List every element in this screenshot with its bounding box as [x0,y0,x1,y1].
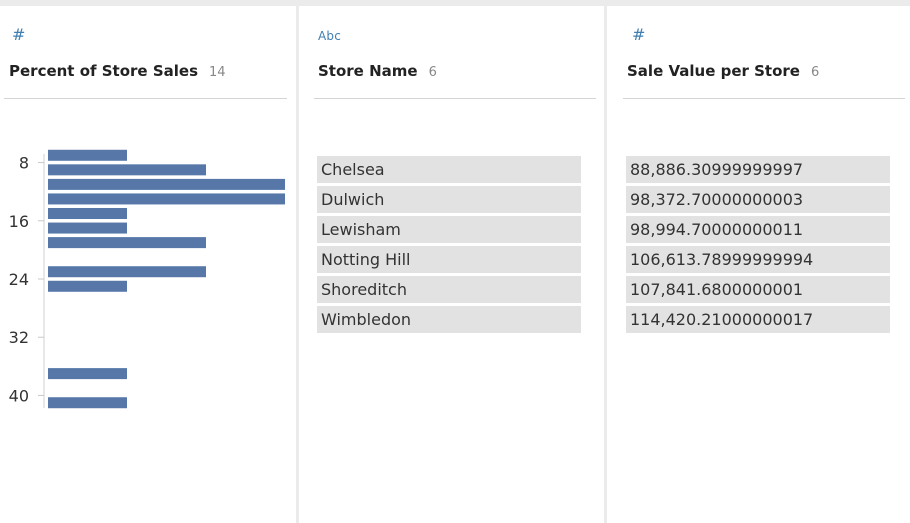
histogram-bar[interactable] [48,193,285,205]
value-row[interactable]: Wimbledon [317,306,581,333]
histogram-bar[interactable] [48,222,127,234]
field-header[interactable]: Store Name 6 [318,62,437,80]
number-type-icon: # [632,25,646,44]
y-tick-label: 16 [9,212,29,231]
y-tick-label: 8 [19,154,29,173]
string-type-icon: Abc [318,29,342,43]
histogram-bar[interactable] [48,397,127,409]
field-name[interactable]: Sale Value per Store [627,62,800,80]
header-divider [314,98,596,99]
value-row[interactable]: Shoreditch [317,276,581,303]
value-row[interactable]: Notting Hill [317,246,581,273]
field-card-sale-value-per-store[interactable]: # Sale Value per Store 6 88,886.30999999… [607,6,910,523]
histogram-bar[interactable] [48,208,127,219]
field-card-store-name[interactable]: Abc Store Name 6 Chelsea Dulwich Lewisha… [299,6,604,523]
histogram-bar[interactable] [48,368,127,380]
histogram-bar[interactable] [48,280,127,292]
histogram-bar[interactable] [48,164,206,176]
value-row[interactable]: 88,886.30999999997 [626,156,890,183]
histogram-chart: 8 16 24 32 40 [9,149,285,409]
value-row[interactable]: 106,613.78999999994 [626,246,890,273]
field-header[interactable]: Percent of Store Sales 14 [9,62,226,80]
value-list: Chelsea Dulwich Lewisham Notting Hill Sh… [317,156,581,336]
field-count: 6 [428,65,437,80]
header-divider [623,98,905,99]
y-tick-label: 24 [9,270,29,289]
field-card-percent-of-store-sales[interactable]: # Percent of Store Sales 14 8 16 24 32 40 [0,6,296,523]
field-count: 14 [209,65,226,80]
field-name[interactable]: Percent of Store Sales [9,62,198,80]
field-count: 6 [810,65,820,80]
header-divider [4,98,287,99]
value-list: 88,886.30999999997 98,372.70000000003 98… [626,156,890,336]
y-tick-label: 40 [9,386,29,405]
y-tick-label: 32 [9,328,29,347]
histogram-bar[interactable] [48,149,127,161]
histogram-bar[interactable] [48,178,285,190]
value-row[interactable]: 98,372.70000000003 [626,186,890,213]
value-row[interactable]: Dulwich [317,186,581,213]
value-row[interactable]: Chelsea [317,156,581,183]
field-header[interactable]: Sale Value per Store 6 [627,62,819,80]
number-type-icon: # [12,25,26,44]
histogram-bar[interactable] [48,266,206,278]
value-row[interactable]: 98,994.70000000011 [626,216,890,243]
value-row[interactable]: 114,420.21000000017 [626,306,890,333]
histogram-bar[interactable] [48,237,206,249]
value-row[interactable]: 107,841.6800000001 [626,276,890,303]
value-row[interactable]: Lewisham [317,216,581,243]
field-name[interactable]: Store Name [318,62,418,80]
